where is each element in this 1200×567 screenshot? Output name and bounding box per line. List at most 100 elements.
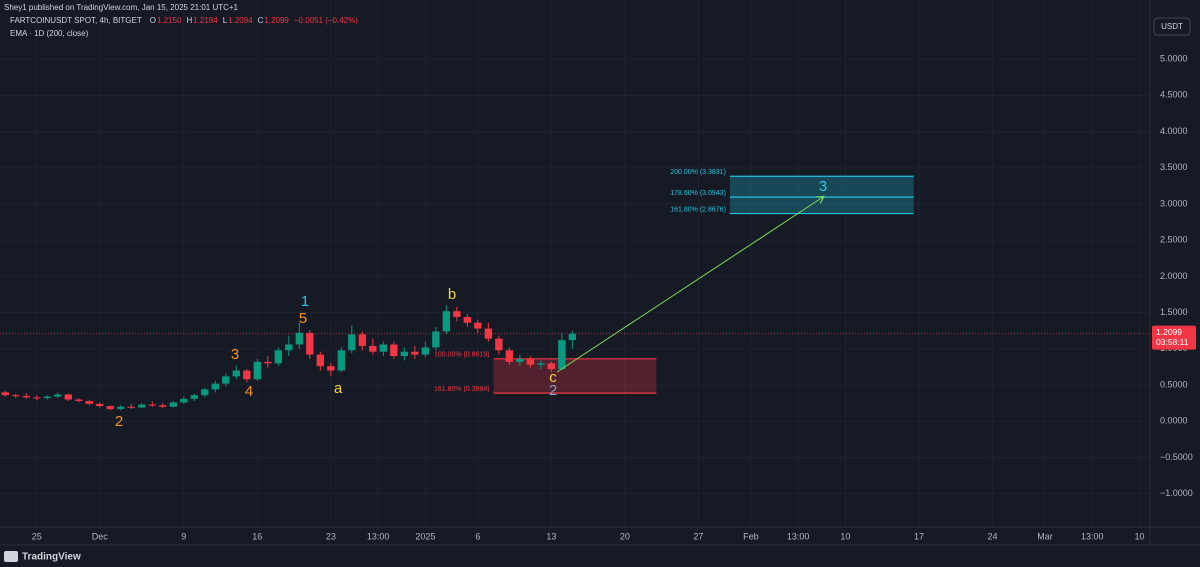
candle-body	[526, 358, 535, 365]
price-tag-value: 1.2099	[1156, 327, 1182, 337]
currency: USDT	[1161, 22, 1183, 31]
candle-body	[390, 344, 398, 357]
x-tick-label: 24	[987, 531, 997, 541]
symbol: FARTCOINUSDT SPOT, 4h, BITGET	[10, 16, 142, 25]
y-tick-label: −0.5000	[1160, 452, 1193, 462]
x-tick-label: 10	[1134, 531, 1144, 541]
candle-body	[558, 340, 566, 370]
x-tick-label: Dec	[92, 531, 109, 541]
candle-body	[54, 394, 62, 397]
y-tick-label: 5.0000	[1160, 53, 1188, 63]
fib-label: 200.00% (3.3831)	[670, 169, 726, 176]
wave-label: b	[448, 286, 456, 303]
x-tick-label: 10	[840, 531, 850, 541]
x-tick-label: Feb	[743, 531, 759, 541]
candle-body	[547, 363, 556, 370]
price-tag-countdown: 03:58:11	[1156, 337, 1189, 347]
x-tick-label: 25	[32, 531, 42, 541]
candle-body	[474, 322, 482, 329]
y-tick-label: −1.0000	[1160, 488, 1193, 498]
change: −0.0051 (−0.42%)	[294, 16, 358, 25]
ohlc-value: 1.2150	[157, 16, 182, 25]
candle-body	[148, 404, 156, 406]
x-tick-label: 16	[252, 531, 262, 541]
y-tick-label: 3.5000	[1160, 162, 1188, 172]
price-tag	[1152, 325, 1196, 350]
logo-icon	[4, 551, 18, 562]
candle-body	[537, 363, 545, 365]
candle-body	[117, 406, 125, 409]
candle-body	[190, 395, 198, 399]
wave-label: 4	[245, 383, 253, 400]
candle-body	[64, 394, 72, 400]
fib-label: 161.80% (0.3884)	[434, 386, 490, 393]
ohlc-key: H	[186, 16, 192, 25]
candle-body	[306, 332, 314, 355]
candle-body	[400, 351, 409, 357]
x-tick-label: 23	[326, 531, 336, 541]
x-tick-label: 20	[620, 531, 630, 541]
candle-body	[75, 399, 83, 401]
y-tick-label: 4.0000	[1160, 126, 1188, 136]
candle-body	[411, 351, 419, 355]
y-tick-label: 3.0000	[1160, 198, 1188, 208]
candle-body	[96, 403, 104, 407]
candle-body	[22, 395, 30, 398]
candle-body	[1, 392, 9, 396]
x-tick-label: 13	[546, 531, 556, 541]
y-tick-label: 1.5000	[1160, 307, 1188, 317]
candle-body	[369, 345, 377, 352]
y-tick-label: 2.0000	[1160, 271, 1188, 281]
candle-body	[505, 350, 514, 362]
wave-label: c	[549, 369, 557, 386]
fib-label: 100.00% (0.8619)	[434, 352, 490, 359]
candle-body	[295, 332, 303, 345]
candle-body	[568, 333, 577, 341]
candle-body	[180, 398, 188, 403]
ohlc-value: 1.2094	[228, 16, 253, 25]
candle-body	[432, 331, 440, 348]
y-tick-label: 2.5000	[1160, 235, 1188, 245]
fib-label: 178.60% (3.0943)	[670, 190, 726, 197]
x-tick-label: 2025	[415, 531, 435, 541]
candle-body	[33, 397, 41, 399]
candle-body	[348, 334, 356, 351]
candle-body	[337, 350, 345, 371]
publisher: Shey1 published on TradingView.com, Jan …	[4, 3, 239, 12]
candle-body	[484, 328, 493, 339]
currency-button[interactable]	[1153, 17, 1191, 36]
fib-zone	[729, 176, 914, 214]
legend: FARTCOINUSDT SPOT, 4h, BITGET O 1.2150 H 1.2…	[10, 16, 358, 25]
brand: TradingView	[22, 552, 81, 563]
projection-arrow	[556, 197, 823, 373]
wave-label: 2	[115, 413, 123, 430]
ohlc-value: 1.2184	[193, 16, 218, 25]
x-tick-label: 9	[181, 531, 186, 541]
wave-label: 1	[301, 293, 309, 310]
candle-body	[138, 404, 146, 408]
candle-body	[127, 406, 135, 408]
candle-body	[222, 376, 230, 384]
x-tick-label: 13:00	[367, 531, 390, 541]
ohlc-value: 1.2099	[264, 16, 289, 25]
candle-body	[358, 334, 367, 346]
candle-body	[169, 402, 177, 407]
candle-body	[264, 361, 272, 364]
candle-body	[274, 350, 282, 364]
indicator: EMA · 1D (200, close)	[10, 29, 89, 38]
plot: 100.00% (0.8619) 161.80% (0.3884) 200.00% …	[0, 169, 1150, 430]
candle-body	[327, 366, 335, 371]
candle-body	[453, 311, 461, 317]
wave-label: 3	[231, 346, 239, 363]
x-tick-label: 6	[475, 531, 480, 541]
candle-body	[159, 405, 167, 407]
candle-body	[421, 347, 430, 355]
x-tick-label: 13:00	[787, 531, 810, 541]
candle-body	[516, 358, 524, 362]
wave-label: 5	[299, 310, 307, 327]
candle-body	[243, 370, 251, 380]
candle-body	[201, 389, 209, 396]
y-tick-label: 0.5000	[1160, 379, 1188, 389]
candle-body	[12, 395, 20, 397]
